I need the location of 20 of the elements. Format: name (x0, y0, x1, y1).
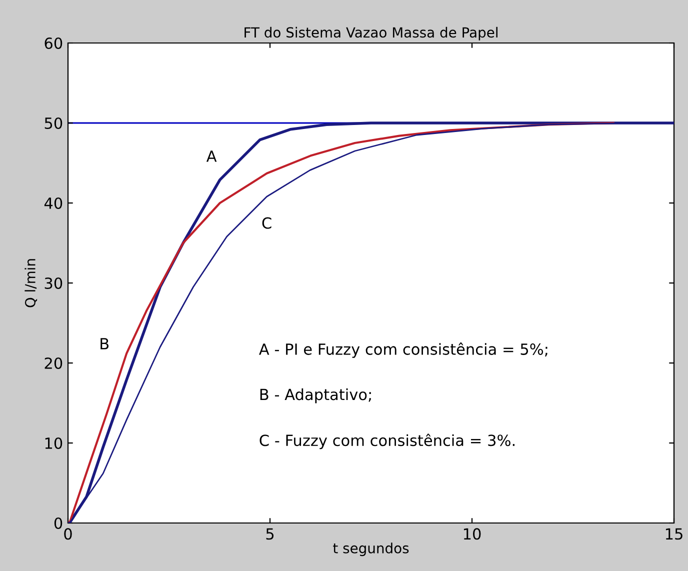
y-tick-label: 60 (44, 37, 62, 50)
y-tick-label: 10 (45, 437, 62, 450)
annotation: C - Fuzzy com consistência = 3%. (260, 434, 514, 450)
series-label: C (262, 217, 272, 229)
annotation: A - PI e Fuzzy com consistência = 5%; (259, 342, 548, 358)
series-label: A (206, 150, 217, 162)
annotation: B - Adaptativo; (260, 388, 371, 404)
y-tick-label: 0 (54, 517, 62, 530)
y-axis-title: Q l/min (24, 259, 38, 308)
y-tick-label: 20 (44, 357, 62, 370)
series-label: B (100, 338, 109, 350)
y-tick-label: 40 (44, 197, 62, 210)
chart-title: FT do Sistema Vazao Massa de Papel (244, 26, 498, 40)
y-tick-label: 50 (44, 117, 62, 130)
x-tick-label: 5 (266, 528, 274, 540)
x-tick-label: 0 (64, 528, 72, 540)
y-tick-label: 30 (44, 277, 62, 290)
x-tick-label: 15 (666, 528, 682, 540)
x-tick-label: 10 (464, 528, 481, 540)
x-axis-title: t segundos (333, 542, 409, 556)
